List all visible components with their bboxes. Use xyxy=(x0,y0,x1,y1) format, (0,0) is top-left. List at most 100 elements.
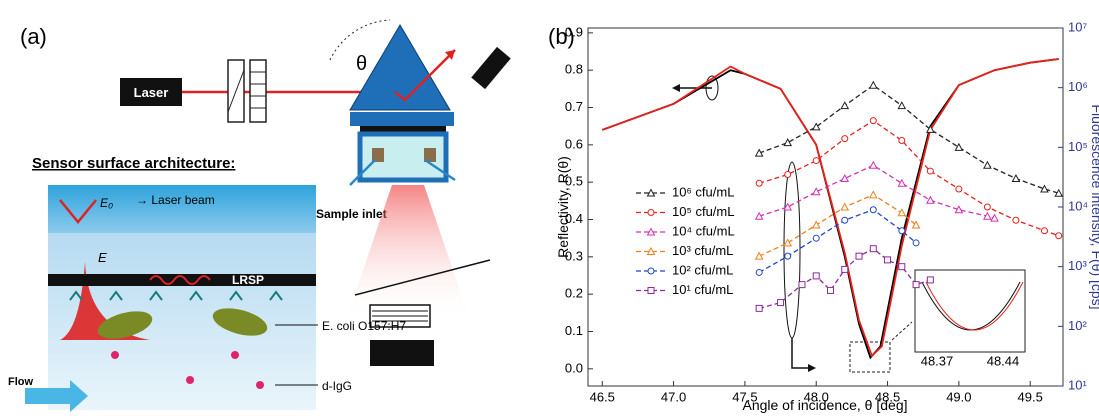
detector xyxy=(471,47,511,89)
point xyxy=(870,118,876,124)
point xyxy=(813,221,820,228)
dye xyxy=(111,351,119,359)
inset-tick-label: 48.44 xyxy=(987,353,1020,368)
point xyxy=(898,180,905,187)
point xyxy=(842,266,848,272)
y-tick-label: 0.0 xyxy=(565,360,583,375)
y2-tick-label: 10³ xyxy=(1068,258,1087,273)
point xyxy=(913,240,919,246)
legend-label: 10³ cfu/mL xyxy=(672,243,733,258)
point xyxy=(784,239,791,246)
y-axis-label: Reflectivity, R(θ) xyxy=(555,156,571,258)
y-tick-label: 0.7 xyxy=(565,99,583,114)
point xyxy=(898,102,905,109)
point xyxy=(927,197,934,204)
laser-beam-text: Laser beam xyxy=(151,193,214,207)
y-tick-label: 0.8 xyxy=(565,62,583,77)
point xyxy=(756,180,762,186)
point xyxy=(842,217,848,223)
arrowhead xyxy=(672,84,680,92)
y-tick-label: 0.4 xyxy=(565,211,583,226)
point xyxy=(870,207,876,213)
x-tick-label: 47.5 xyxy=(732,389,757,404)
point xyxy=(841,175,848,182)
legend-label: 10² cfu/mL xyxy=(672,262,733,277)
pmt xyxy=(370,340,434,366)
point xyxy=(870,191,877,198)
point xyxy=(927,168,933,174)
y2-tick-label: 10¹ xyxy=(1068,377,1087,392)
legend-label: 10⁵ cfu/mL xyxy=(672,204,734,219)
e0-label: E₀ xyxy=(100,196,113,210)
panel-a: (a) Laser θ Sample inlet Sensor surface … xyxy=(8,20,511,412)
legend-marker xyxy=(648,268,654,274)
y2-tick-label: 10⁶ xyxy=(1068,79,1088,94)
point xyxy=(955,144,962,151)
y-tick-label: 0.6 xyxy=(565,136,583,151)
point xyxy=(813,158,819,164)
panel-label: (a) xyxy=(20,24,47,49)
point xyxy=(778,300,784,306)
y2-axis-label: Fluorescence intensity, F(θ) [cps] xyxy=(1089,104,1099,309)
laser-label: Laser xyxy=(134,85,169,100)
point xyxy=(813,188,820,195)
point xyxy=(756,269,762,275)
point xyxy=(913,282,919,288)
point xyxy=(870,82,877,89)
emission xyxy=(346,185,470,320)
point xyxy=(841,102,848,109)
x-tick-label: 47.0 xyxy=(661,389,686,404)
antibody-label: d-IgG xyxy=(322,379,352,393)
point xyxy=(799,282,805,288)
point xyxy=(1013,217,1019,223)
filter xyxy=(250,60,266,122)
point xyxy=(927,277,933,283)
surface-title: Sensor surface architecture: xyxy=(32,155,235,172)
point xyxy=(899,138,905,144)
legend-label: 10⁶ cfu/mL xyxy=(672,184,734,199)
y-tick-label: 0.1 xyxy=(565,323,583,338)
inset-tick-label: 48.37 xyxy=(921,353,954,368)
point xyxy=(856,253,862,259)
legend-marker xyxy=(648,288,654,294)
angle-label: θ xyxy=(356,53,367,75)
point xyxy=(899,228,905,234)
point xyxy=(870,162,877,169)
dye xyxy=(186,376,194,384)
field-label: E xyxy=(98,250,107,265)
dye xyxy=(231,351,239,359)
y-tick-label: 0.3 xyxy=(565,248,583,263)
point xyxy=(898,209,905,216)
point xyxy=(870,246,876,252)
figure: (a) Laser θ Sample inlet Sensor surface … xyxy=(0,0,1099,414)
point xyxy=(1056,233,1062,239)
slide xyxy=(350,112,454,126)
point xyxy=(984,204,990,210)
laser-beam-label: → Laser beam xyxy=(136,193,215,207)
x-tick-label: 49.0 xyxy=(946,389,971,404)
point xyxy=(1041,186,1048,193)
panel-b: (b) Angle of incidence, θ [deg] Reflecti… xyxy=(548,19,1099,413)
x-tick-label: 46.5 xyxy=(590,389,615,404)
bacteria-label: E. coli O157:H7 xyxy=(322,319,406,333)
point xyxy=(1041,228,1047,234)
point xyxy=(827,287,833,293)
x-tick-label: 49.5 xyxy=(1018,389,1043,404)
point xyxy=(784,139,791,146)
point xyxy=(813,235,819,241)
legend-marker xyxy=(648,210,654,216)
dye xyxy=(256,381,264,389)
y2-tick-label: 10⁵ xyxy=(1068,139,1088,154)
series-line xyxy=(759,85,1058,193)
point xyxy=(756,253,763,260)
legend-label: 10¹ cfu/mL xyxy=(672,282,733,297)
point xyxy=(756,305,762,311)
y-tick-label: 0.9 xyxy=(565,24,583,39)
point xyxy=(842,136,848,142)
point xyxy=(813,273,819,279)
point xyxy=(984,162,991,169)
point xyxy=(899,264,905,270)
point xyxy=(841,204,848,211)
point xyxy=(956,186,962,192)
y2-tick-label: 10⁴ xyxy=(1068,198,1088,213)
